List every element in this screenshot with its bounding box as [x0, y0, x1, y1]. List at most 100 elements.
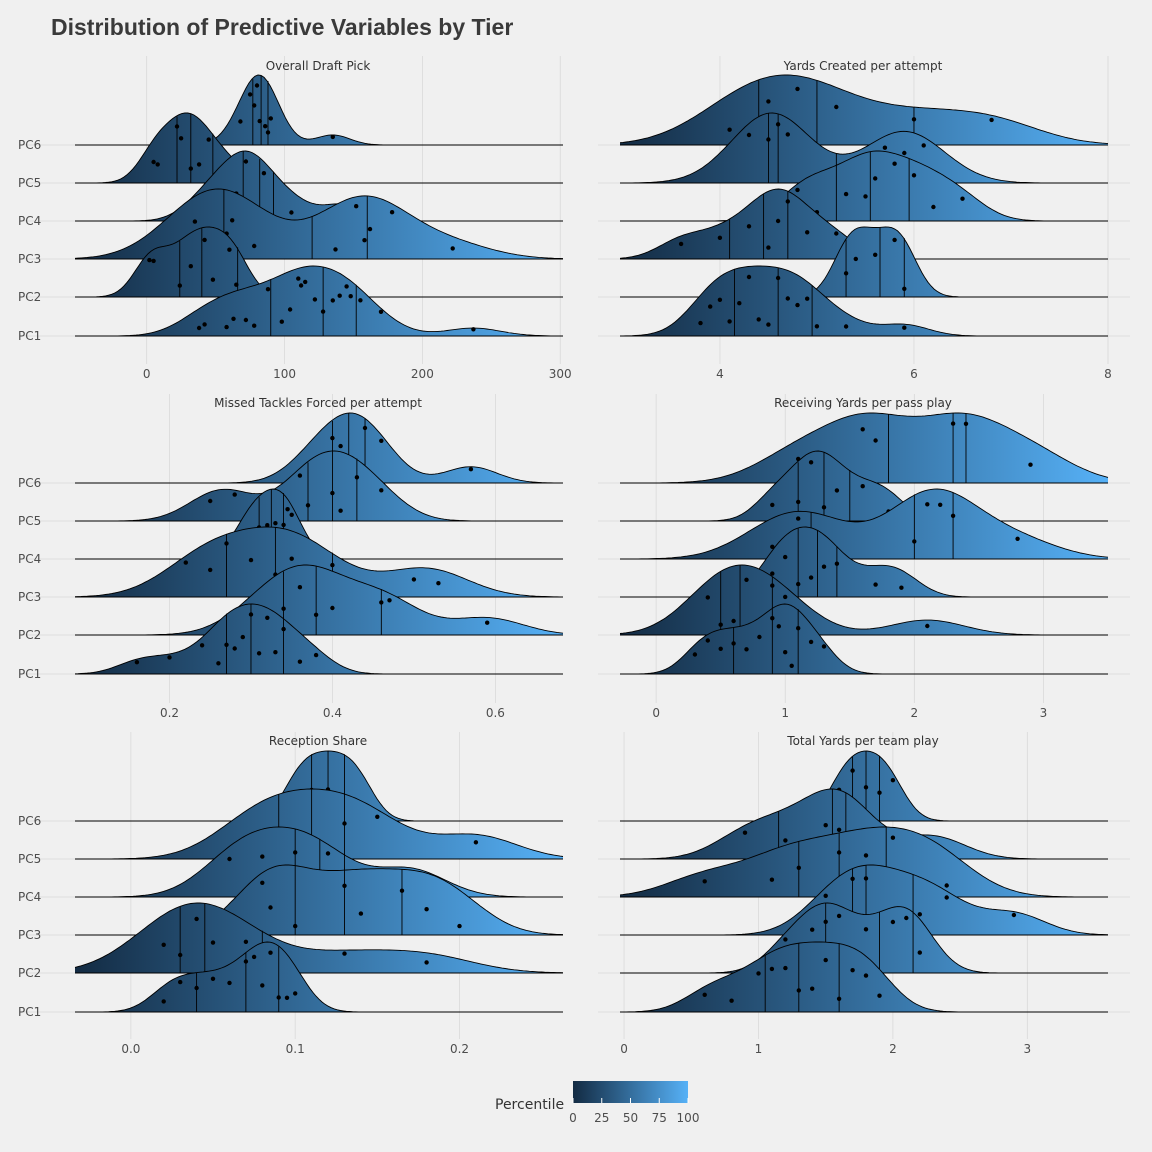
data-point [775, 122, 781, 127]
x-tick-label: 200 [411, 367, 434, 381]
ridge-fill [620, 189, 1108, 259]
data-point [325, 851, 331, 856]
y-tick-label: PC4 [18, 552, 41, 566]
data-point [265, 615, 270, 620]
ridge-fill [75, 865, 563, 935]
ridge-fill [620, 227, 1108, 297]
data-point [348, 294, 353, 299]
ridgeline-panel: Overall Draft Pick PC1 PC2 PC3 PC4 PC5 PC6 0 100… [18, 56, 572, 381]
ridge-fill [75, 113, 563, 183]
data-point [227, 980, 232, 986]
data-point [890, 835, 896, 840]
data-point [338, 443, 343, 449]
data-point [989, 117, 994, 123]
data-point [210, 976, 216, 981]
data-point [362, 425, 368, 431]
data-point [702, 879, 707, 884]
data-point [303, 279, 308, 285]
data-point [297, 585, 303, 590]
ridge-fill [620, 75, 1108, 145]
data-point [892, 161, 897, 166]
data-point [281, 522, 286, 528]
data-point [925, 502, 930, 507]
legend-tick-label: 100 [677, 1111, 700, 1125]
data-point [305, 503, 311, 508]
data-point [238, 119, 243, 124]
data-point [960, 196, 965, 201]
data-point [378, 309, 384, 314]
legend-tick-label: 25 [594, 1111, 609, 1125]
data-point [167, 655, 172, 660]
ridge-outline [75, 265, 564, 337]
data-point [863, 853, 869, 858]
data-point [821, 564, 827, 569]
data-point [281, 626, 286, 632]
data-point [177, 283, 182, 288]
data-point [808, 460, 814, 465]
data-point [863, 973, 869, 978]
data-point [243, 959, 249, 964]
x-tick-label: 2 [911, 706, 919, 720]
data-point [161, 942, 166, 947]
data-point [785, 132, 790, 137]
data-point [808, 639, 814, 645]
data-point [834, 104, 839, 110]
data-point [769, 877, 775, 882]
ridge-fill [620, 604, 1108, 674]
data-point [899, 585, 904, 590]
data-point [330, 605, 335, 611]
x-tick-label: 1 [781, 706, 789, 720]
data-point [770, 502, 775, 508]
data-point [783, 937, 788, 942]
data-point [230, 218, 235, 223]
data-point [783, 965, 788, 971]
data-point [912, 539, 917, 544]
data-point [911, 173, 917, 178]
data-point [243, 317, 249, 323]
data-point [776, 624, 781, 629]
data-point [284, 995, 290, 1000]
data-point [260, 983, 265, 988]
y-tick-label: PC4 [18, 214, 41, 228]
data-point [358, 911, 364, 916]
data-point [375, 814, 380, 819]
data-point [944, 895, 949, 900]
data-point [836, 913, 842, 919]
data-point [276, 995, 281, 1000]
data-point [256, 651, 262, 656]
data-point [313, 652, 319, 658]
data-point [705, 595, 710, 600]
panel-title: Reception Share [269, 734, 367, 748]
y-tick-label: PC5 [18, 176, 41, 190]
data-point [362, 238, 367, 243]
data-point [216, 661, 221, 666]
y-tick-label: PC2 [18, 628, 41, 642]
ridge-pc5 [75, 112, 563, 184]
ridge-pc4 [620, 150, 1108, 222]
ridge-outline [620, 412, 1109, 484]
data-point [823, 919, 828, 924]
data-point [775, 275, 781, 281]
data-point [834, 231, 839, 236]
data-point [231, 316, 236, 321]
data-point [232, 646, 237, 651]
data-point [289, 556, 294, 561]
data-point [224, 541, 229, 546]
data-point [843, 271, 849, 276]
x-tick-label: 2 [889, 1042, 897, 1056]
data-point [399, 888, 405, 893]
data-point [227, 856, 232, 862]
data-point [796, 516, 801, 521]
data-point [1011, 912, 1017, 918]
ridge-fill [620, 565, 1108, 635]
data-point [823, 957, 828, 963]
data-point [287, 307, 293, 312]
data-point [843, 191, 849, 197]
legend-tick-label: 0 [569, 1111, 577, 1125]
data-point [834, 561, 840, 566]
panel-title: Yards Created per attempt [783, 59, 943, 73]
data-point [337, 293, 342, 298]
data-point [921, 143, 926, 148]
data-point [850, 876, 855, 881]
